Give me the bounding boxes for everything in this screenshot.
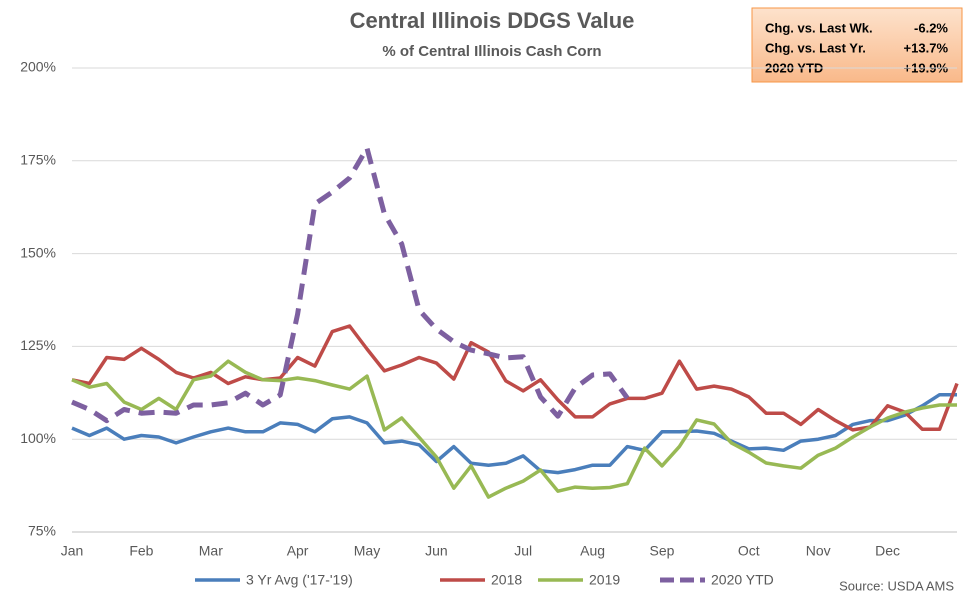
info-box — [751, 7, 963, 83]
y-tick-label: 100% — [20, 430, 56, 446]
info-label: Chg. vs. Last Yr. — [765, 40, 866, 55]
series-line — [71, 392, 957, 475]
legend-label: 2020 YTD — [711, 572, 774, 588]
chart-subtitle: % of Central Illinois Cash Corn — [382, 43, 601, 60]
series-line — [71, 324, 959, 432]
y-tick-label: 75% — [28, 523, 56, 539]
x-tick-label: May — [354, 543, 380, 559]
x-tick-label: Dec — [875, 543, 900, 559]
y-tick-label: 175% — [20, 152, 56, 168]
source: Source: USDA AMS — [839, 578, 954, 593]
x-tick-label: Jun — [425, 543, 448, 559]
info-label: Chg. vs. Last Wk. — [765, 20, 873, 35]
plot — [71, 145, 959, 499]
legend-label: 2019 — [589, 572, 620, 588]
x-tick-label: Mar — [199, 543, 223, 559]
x-tick-label: Apr — [287, 543, 309, 559]
y-tick-label: 150% — [20, 244, 56, 260]
x-tick-label: Jan — [61, 543, 84, 559]
info-value: +13.7% — [904, 40, 949, 55]
y-tick-label: 125% — [20, 337, 56, 353]
x-tick-label: Sep — [650, 543, 675, 559]
x-tick-label: Aug — [580, 543, 605, 559]
x-tick-label: Jul — [514, 543, 532, 559]
legend-label: 3 Yr Avg ('17-'19) — [246, 572, 353, 588]
x-tick-label: Nov — [806, 543, 831, 559]
info-value: -6.2% — [914, 20, 948, 35]
x-tick-label: Oct — [738, 543, 760, 559]
chart-title: Central Illinois DDGS Value — [350, 8, 635, 33]
x-tick-label: Feb — [129, 543, 153, 559]
y-tick-label: 200% — [20, 59, 56, 75]
grid: 75% 100% 125% 150% 175% 200% Jan Feb Mar Apr May Ju… — [20, 59, 957, 559]
series-line — [71, 145, 630, 424]
legend: 3 Yr Avg ('17-'19) 2018 2019 2020 YTD — [195, 572, 774, 588]
series-line — [71, 359, 957, 499]
legend-label: 2018 — [491, 572, 522, 588]
